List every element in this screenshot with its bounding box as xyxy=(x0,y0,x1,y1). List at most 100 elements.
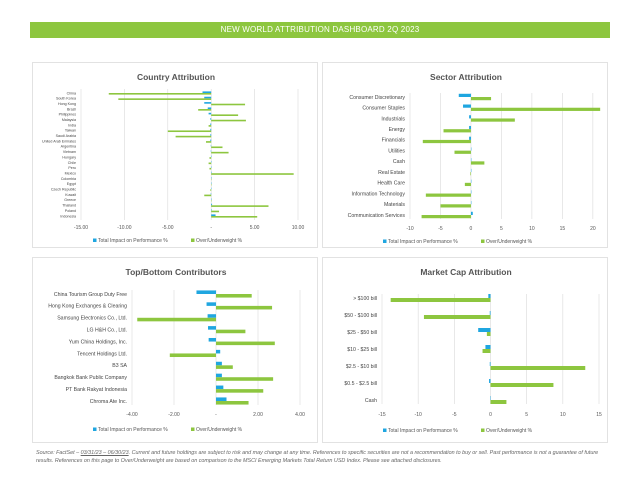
weight-bar xyxy=(211,103,246,106)
category-label: $10 - $25 bill xyxy=(347,347,377,353)
category-label: Peru xyxy=(68,166,76,170)
category-label: Malaysia xyxy=(62,118,76,122)
legend-swatch-impact xyxy=(383,428,387,432)
weight-bar xyxy=(482,349,491,353)
impact-bar xyxy=(216,361,222,366)
country-attribution-chart: Country Attribution -15.00 -10.00 -5.00-5.0… xyxy=(32,62,318,248)
weight-bar xyxy=(205,141,212,143)
category-label: Brazil xyxy=(67,107,76,111)
category-label: Czech Republic xyxy=(51,188,76,192)
weight-bar xyxy=(167,130,212,133)
legend-label-weight: Over/Underweight % xyxy=(196,427,243,433)
chart-title: Country Attribution xyxy=(137,72,215,82)
category-label: India xyxy=(68,123,76,127)
impact-bar xyxy=(489,311,491,315)
weight-bar xyxy=(216,329,246,334)
date-range-link[interactable]: 03/31/23 – 06/30/23 xyxy=(80,450,129,456)
x-tick-label: 0 xyxy=(470,226,473,232)
x-tick-label: - xyxy=(215,412,217,418)
dashboard-title-banner: NEW WORLD ATTRIBUTION DASHBOARD 2Q 2023 xyxy=(30,22,610,38)
market-cap-attribution-chart: Market Cap Attribution -15 -10 -5 0 5 10 15 > $1… xyxy=(322,257,608,443)
impact-bar xyxy=(210,134,212,136)
impact-bar xyxy=(210,128,212,131)
category-label: Hong Kong Exchanges & Clearing xyxy=(48,304,127,310)
source-label: Source: FactSet – xyxy=(36,450,81,456)
category-label: Indonesia xyxy=(60,214,76,218)
category-label: LG H&H Co., Ltd. xyxy=(87,327,127,333)
category-label: $50 - $100 bill xyxy=(344,313,377,319)
legend-swatch-weight xyxy=(481,239,485,243)
category-label: Vietnam xyxy=(63,150,76,154)
weight-bar xyxy=(423,315,491,319)
category-label: Health Care xyxy=(377,181,405,187)
category-label: Hungary xyxy=(62,155,76,159)
x-tick-label: 4.00 xyxy=(295,412,305,418)
category-label: Poland xyxy=(65,209,76,213)
category-label: Argentina xyxy=(61,145,76,149)
x-tick-label: -10.00 xyxy=(117,225,131,231)
impact-bar xyxy=(485,345,491,349)
weight-bar xyxy=(490,400,507,404)
category-label: United Arab Emirates xyxy=(42,139,76,143)
x-tick-label: 10 xyxy=(529,226,535,232)
sector-attribution-chart: Sector Attribution -10 -5 0 5 10 15 20 Consumer … xyxy=(322,62,608,248)
category-label: Cash xyxy=(365,398,377,404)
legend-swatch-impact xyxy=(383,239,387,243)
weight-bar xyxy=(490,383,554,387)
weight-bar xyxy=(175,135,212,138)
impact-bar xyxy=(207,314,216,318)
x-tick-label: 5 xyxy=(500,226,503,232)
impact-bar xyxy=(489,379,491,383)
impact-bar xyxy=(489,362,491,366)
weight-bar xyxy=(211,151,229,154)
category-label: $2.5 - $10 bill xyxy=(346,364,377,370)
weight-bar xyxy=(137,317,216,322)
category-label: Bangkok Bank Public Company xyxy=(54,375,127,381)
weight-bar xyxy=(470,97,492,101)
weight-bar xyxy=(486,332,491,336)
impact-bar xyxy=(208,112,212,115)
impact-bar xyxy=(210,139,212,142)
category-label: Egypt xyxy=(67,182,76,186)
impact-bar xyxy=(206,302,216,306)
impact-bar xyxy=(216,349,221,354)
weight-bar xyxy=(443,129,471,133)
legend-swatch-weight xyxy=(191,238,195,242)
category-label: B3 SA xyxy=(112,363,127,369)
legend-swatch-impact xyxy=(93,427,97,431)
chart-title: Market Cap Attribution xyxy=(420,267,511,277)
impact-bar xyxy=(216,385,224,390)
x-tick-label: -5.00 xyxy=(162,225,174,231)
category-label: Energy xyxy=(389,127,406,133)
impact-bar xyxy=(470,211,473,215)
weight-bar xyxy=(425,193,471,197)
weight-bar xyxy=(209,167,212,170)
weight-bar xyxy=(204,194,212,197)
impact-bar xyxy=(478,328,491,332)
legend-label-weight: Over/Underweight % xyxy=(196,238,243,244)
x-tick-label: 20 xyxy=(590,226,596,232)
legend-swatch-impact xyxy=(93,238,97,242)
impact-bar xyxy=(208,326,216,330)
impact-bar xyxy=(208,337,216,342)
weight-bar xyxy=(422,139,471,144)
category-label: China xyxy=(67,91,76,95)
category-label: > $100 bill xyxy=(353,296,377,302)
category-label: Saudi Arabia xyxy=(56,134,76,138)
weight-bar xyxy=(421,215,471,219)
impact-bar xyxy=(204,96,212,99)
x-tick-label: - xyxy=(210,225,212,231)
weight-bar xyxy=(440,204,471,208)
x-tick-label: -2.00 xyxy=(168,412,180,418)
x-tick-label: 15 xyxy=(596,412,602,418)
weight-bar xyxy=(211,205,269,207)
impact-bar xyxy=(216,397,227,401)
category-label: PT Bank Rakyat Indonesia xyxy=(66,387,127,393)
impact-bar xyxy=(210,118,212,120)
weight-bar xyxy=(211,216,258,218)
weight-bar xyxy=(470,172,471,176)
x-tick-label: 5 xyxy=(525,412,528,418)
weight-bar xyxy=(216,401,249,405)
weight-bar xyxy=(208,125,212,127)
weight-bar xyxy=(169,353,216,358)
